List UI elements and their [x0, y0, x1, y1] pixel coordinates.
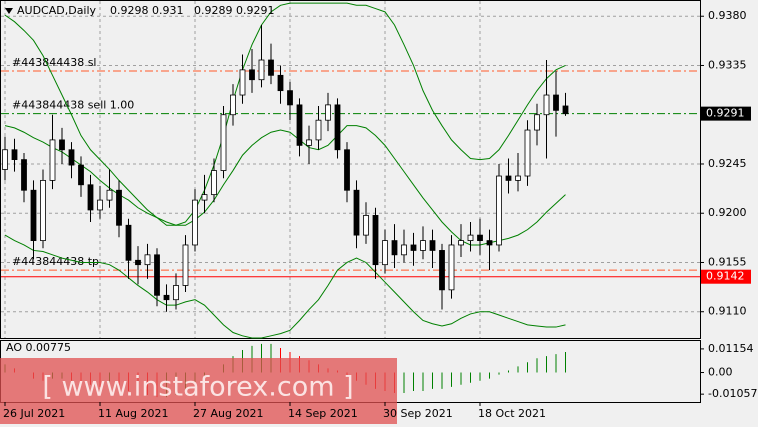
header-value: 0.9291: [236, 4, 275, 17]
candle-body: [543, 94, 550, 116]
candle-body: [458, 240, 464, 246]
candle-body: [524, 129, 531, 177]
candle-body: [467, 234, 474, 241]
candle-body: [268, 59, 274, 76]
candle-body: [410, 244, 417, 251]
main-panel: [0, 0, 701, 339]
candle-body: [401, 244, 407, 256]
candle-body: [135, 259, 141, 266]
candle-body: [486, 240, 493, 246]
candle-body: [344, 149, 350, 191]
x-tick-label: 14 Sep 2021: [288, 407, 358, 420]
header-value: 0.931: [152, 4, 184, 17]
candle-body: [353, 189, 360, 236]
menu-triangle: [5, 8, 13, 14]
order-label: #443844438 sell 1.00: [12, 99, 134, 112]
y-tick-label: 0.9200: [708, 206, 747, 219]
candle-body: [315, 119, 322, 141]
candle-body: [477, 234, 483, 241]
candle-body: [420, 240, 426, 251]
candle-body: [505, 175, 512, 181]
candle-body: [173, 285, 179, 301]
candle-body: [448, 244, 455, 291]
candle-body: [249, 69, 255, 81]
y-tick-label: 0.9245: [708, 157, 747, 170]
candle-body: [201, 194, 208, 201]
candle-body: [182, 244, 189, 286]
order-label: #443844438 sl: [12, 56, 97, 69]
x-tick-label: 11 Aug 2021: [98, 407, 168, 420]
candle-body: [21, 159, 27, 191]
price-box-label: 0.9291: [706, 107, 745, 120]
candle-body: [154, 254, 160, 296]
candle-body: [534, 114, 540, 131]
candle-body: [439, 250, 445, 291]
candle-body: [429, 240, 436, 251]
order-label: #443844438 tp: [12, 255, 99, 268]
band-line: [4, 2, 566, 226]
watermark-box: [0, 358, 397, 424]
x-tick-label: 26 Jul 2021: [3, 407, 65, 420]
candle-body: [125, 224, 132, 261]
y-tick-label: 0.9110: [708, 305, 747, 318]
candle-body: [287, 90, 293, 106]
band-line: [4, 234, 566, 339]
candle-body: [97, 199, 103, 211]
chart-title: AUDCAD,Daily: [17, 4, 97, 17]
candle-body: [40, 179, 46, 241]
y-tick-label: 0.9380: [708, 9, 747, 22]
candle-body: [553, 94, 559, 111]
candle-body: [11, 149, 18, 161]
y-tick-label: 0.9155: [708, 255, 747, 268]
candle-body: [325, 104, 331, 121]
candle-body: [192, 199, 198, 246]
candle-body: [391, 240, 398, 256]
header-value: 0.9298: [110, 4, 149, 17]
candle-body: [372, 215, 379, 266]
candle-body: [68, 149, 75, 166]
candle-body: [87, 184, 94, 211]
candle-body: [49, 139, 56, 181]
ao-tick-label: 0.01154: [708, 342, 754, 355]
y-tick-label: 0.9335: [708, 58, 747, 71]
candle-body: [59, 139, 65, 151]
candle-body: [515, 175, 521, 181]
header-value: 0.9289: [194, 4, 233, 17]
candle-body: [496, 175, 502, 246]
plot-layer: #443844438 sl #443844438 sell 1.00 #443844…: [1, 1, 700, 398]
ao-title: AO 0.00775: [6, 341, 71, 354]
x-tick-label: 18 Oct 2021: [478, 407, 546, 420]
candle-body: [382, 240, 388, 266]
price-box: [701, 106, 751, 121]
candle-body: [106, 189, 113, 201]
candle-body: [239, 69, 246, 96]
candle-body: [30, 189, 37, 241]
candle-body: [306, 139, 312, 146]
price-box: [701, 269, 751, 284]
candle-body: [144, 254, 151, 266]
candle-body: [78, 164, 84, 186]
candle-body: [258, 59, 265, 81]
band-line: [4, 125, 566, 246]
candle-body: [277, 74, 284, 92]
candle-body: [220, 114, 227, 171]
candle-body: [116, 189, 122, 226]
ao-tick-label: -0.01057: [708, 387, 757, 400]
candle-body: [163, 294, 170, 301]
x-tick-label: 27 Aug 2021: [193, 407, 263, 420]
candle-body: [296, 104, 303, 146]
candle-body: [334, 104, 341, 151]
candle-body: [2, 149, 8, 170]
candle-body: [211, 170, 217, 196]
candle-body: [230, 94, 236, 116]
x-tick-label: 30 Sep 2021: [383, 407, 453, 420]
price-box-label: 0.9142: [706, 270, 745, 283]
watermark: [ www.instaforex.com ]: [42, 372, 353, 403]
candle-body: [363, 215, 369, 236]
ao-tick-label: 0.00: [708, 366, 733, 379]
candle-body: [562, 105, 569, 115]
